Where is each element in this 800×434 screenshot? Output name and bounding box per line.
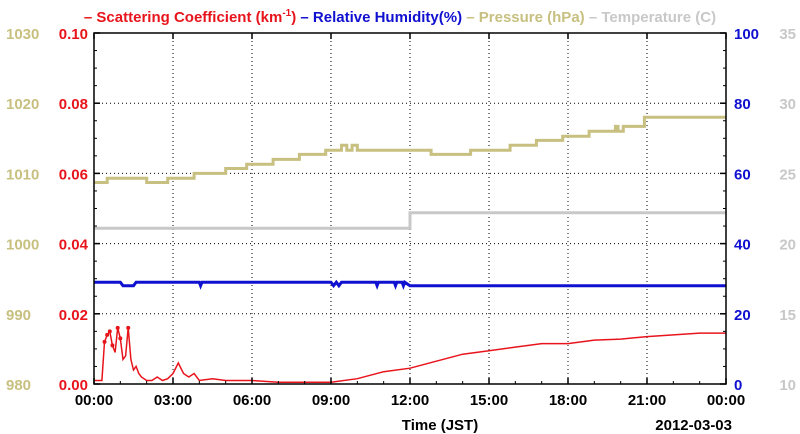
series-point [118, 336, 123, 341]
legend-item-pressure-hpa: – Pressure (hPa) [462, 9, 585, 26]
y-tick-label-pressure: 1010 [6, 166, 39, 183]
x-tick-label: 00:00 [75, 392, 113, 409]
y-tick-label-pressure: 1000 [6, 237, 39, 254]
x-tick-label: 21:00 [628, 392, 666, 409]
y-tick-label-scattering: 0.10 [59, 26, 88, 43]
legend-text: – Scattering Coefficient (km-1) – Relati… [84, 8, 716, 26]
series-line-relative-humidity [94, 279, 726, 291]
legend: – Scattering Coefficient (km-1) – Relati… [84, 8, 716, 26]
series-point [115, 325, 120, 330]
series-point [102, 339, 107, 344]
y-tick-label-pressure: 1020 [6, 96, 39, 113]
series-layer [94, 115, 726, 383]
y-tick-label-temperature: 35 [779, 26, 796, 43]
y-tick-label-pressure: 990 [6, 307, 31, 324]
x-tick-label: 06:00 [233, 392, 271, 409]
y-tick-label-humidity: 100 [734, 26, 759, 43]
legend-item-scattering-coefficient-km: – Scattering Coefficient (km [84, 9, 282, 26]
y-tick-label-pressure: 980 [6, 377, 31, 394]
y-tick-label-humidity: 80 [734, 96, 751, 113]
x-tick-label: 15:00 [470, 392, 508, 409]
grid [94, 33, 726, 384]
y-tick-label-temperature: 30 [779, 96, 796, 113]
x-tick-label: 18:00 [549, 392, 587, 409]
legend-superscript: -1 [282, 8, 291, 19]
y-tick-label-scattering: 0.00 [59, 377, 88, 394]
y-tick-label-temperature: 25 [779, 166, 796, 183]
x-tick-label: 09:00 [312, 392, 350, 409]
y-tick-label-scattering: 0.08 [59, 96, 88, 113]
x-tick-label: 00:00 [707, 392, 745, 409]
y-tick-label-pressure: 1030 [6, 26, 39, 43]
series-line-scattering-coefficient [94, 327, 726, 383]
y-tick-label-temperature: 15 [779, 307, 796, 324]
y-tick-label-humidity: 0 [734, 377, 742, 394]
legend-item-temperature-c: – Temperature (C) [585, 9, 716, 26]
axes: 00:00 03:00 06:00 09:00 12:00 15:00 18:00 21:00… [6, 26, 796, 434]
y-tick-label-humidity: 40 [734, 237, 751, 254]
y-tick-label-scattering: 0.06 [59, 166, 88, 183]
legend-item-relative-humidity: – Relative Humidity(%) [296, 9, 462, 26]
y-tick-label-temperature: 10 [779, 377, 796, 394]
y-tick-label-humidity: 60 [734, 166, 751, 183]
date-label: 2012-03-03 [655, 417, 732, 434]
x-axis-label: Time (JST) [402, 417, 478, 434]
series-point [107, 329, 112, 334]
y-tick-label-temperature: 20 [779, 237, 796, 254]
series-point [126, 325, 131, 330]
y-tick-label-scattering: 0.02 [59, 307, 88, 324]
series-line-temperature [94, 211, 726, 230]
series-line-pressure [94, 115, 726, 184]
y-tick-label-scattering: 0.04 [59, 237, 89, 254]
x-tick-label: 12:00 [391, 392, 429, 409]
x-tick-label: 03:00 [154, 392, 192, 409]
y-tick-label-humidity: 20 [734, 307, 751, 324]
legend-item-suffix: ) [291, 9, 296, 26]
series-point [110, 343, 115, 348]
series-point [105, 332, 110, 337]
